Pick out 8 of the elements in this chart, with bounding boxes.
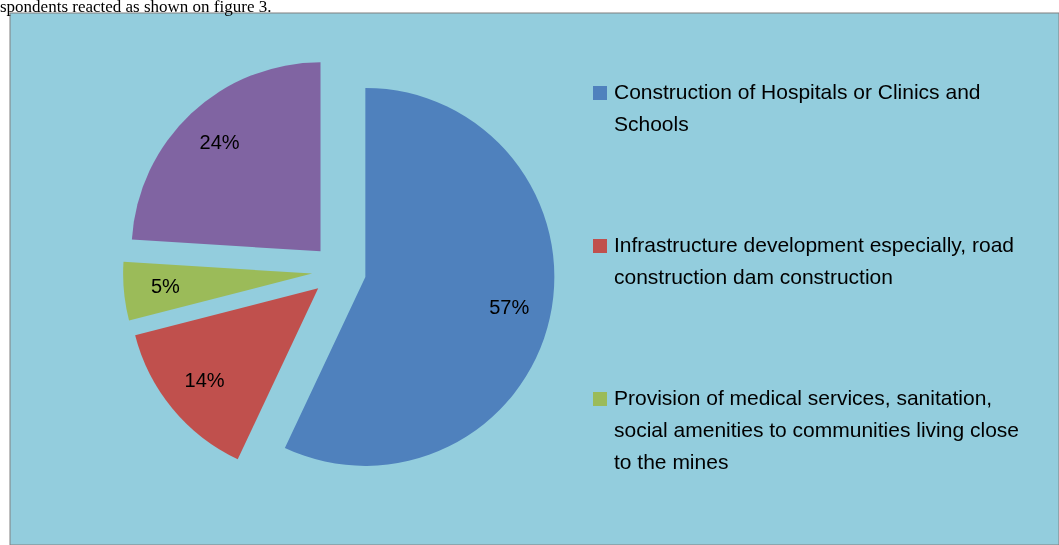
text: spondents reacted as shown on figure 3. — [0, 0, 272, 16]
data-label: 14% — [184, 369, 225, 392]
data-label: 24% — [199, 131, 240, 154]
legend-label: Provision of medical services, sanitation, social amenities to communities living close to the mines — [614, 385, 1019, 473]
legend-label: Infrastructure development especially, road construction dam construction — [614, 232, 1014, 288]
data-label: 57% — [489, 296, 530, 319]
legend-label: Construction of Hospitals or Clinics and Schools — [614, 79, 981, 135]
data-label: 5% — [150, 274, 181, 297]
